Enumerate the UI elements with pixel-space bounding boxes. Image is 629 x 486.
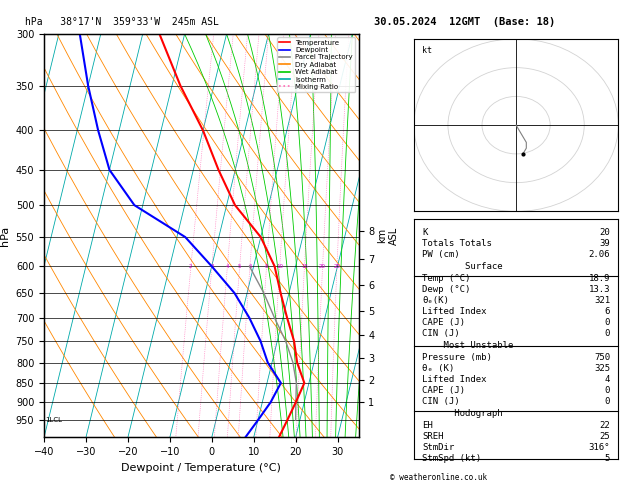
Text: 20: 20 (319, 264, 326, 269)
Text: Lifted Index: Lifted Index (422, 307, 487, 316)
Text: CIN (J): CIN (J) (422, 330, 460, 338)
Text: hPa   38°17'N  359°33'W  245m ASL: hPa 38°17'N 359°33'W 245m ASL (25, 17, 219, 27)
Text: Surface: Surface (422, 262, 503, 271)
Text: 25: 25 (599, 432, 610, 441)
Text: 325: 325 (594, 364, 610, 373)
Text: StmDir: StmDir (422, 443, 454, 451)
Text: 1LCL: 1LCL (45, 417, 62, 423)
Text: PW (cm): PW (cm) (422, 250, 460, 259)
Text: θₑ(K): θₑ(K) (422, 296, 449, 305)
Text: Most Unstable: Most Unstable (422, 341, 513, 350)
Text: Temp (°C): Temp (°C) (422, 274, 470, 283)
Text: CAPE (J): CAPE (J) (422, 386, 465, 395)
Text: 8: 8 (265, 264, 268, 269)
Text: 316°: 316° (589, 443, 610, 451)
Text: 30.05.2024  12GMT  (Base: 18): 30.05.2024 12GMT (Base: 18) (374, 17, 555, 27)
Text: 20: 20 (599, 228, 610, 237)
Text: θₑ (K): θₑ (K) (422, 364, 454, 373)
X-axis label: Dewpoint / Temperature (°C): Dewpoint / Temperature (°C) (121, 463, 281, 473)
Text: 4: 4 (226, 264, 229, 269)
Text: 2.06: 2.06 (589, 250, 610, 259)
Text: 321: 321 (594, 296, 610, 305)
Text: 13.3: 13.3 (589, 285, 610, 294)
Text: CAPE (J): CAPE (J) (422, 318, 465, 327)
Text: 39: 39 (599, 239, 610, 248)
Text: 4: 4 (604, 375, 610, 384)
Text: 0: 0 (604, 330, 610, 338)
Y-axis label: hPa: hPa (0, 226, 10, 246)
Text: 18.9: 18.9 (589, 274, 610, 283)
Text: 0: 0 (604, 386, 610, 395)
Text: 0: 0 (604, 318, 610, 327)
Text: 10: 10 (276, 264, 283, 269)
Text: kt: kt (422, 46, 432, 55)
Text: CIN (J): CIN (J) (422, 397, 460, 406)
Text: K: K (422, 228, 428, 237)
Text: 5: 5 (238, 264, 242, 269)
Text: 5: 5 (604, 454, 610, 463)
Text: Pressure (mb): Pressure (mb) (422, 353, 492, 362)
Text: 2: 2 (189, 264, 192, 269)
Text: SREH: SREH (422, 432, 443, 441)
Text: StmSpd (kt): StmSpd (kt) (422, 454, 481, 463)
Y-axis label: km
ASL: km ASL (377, 226, 399, 245)
Text: Dewp (°C): Dewp (°C) (422, 285, 470, 294)
Text: 6: 6 (248, 264, 252, 269)
Text: Totals Totals: Totals Totals (422, 239, 492, 248)
Text: Lifted Index: Lifted Index (422, 375, 487, 384)
Text: Hodograph: Hodograph (422, 409, 503, 418)
Text: © weatheronline.co.uk: © weatheronline.co.uk (390, 473, 487, 482)
Text: 0: 0 (604, 397, 610, 406)
Text: 22: 22 (599, 420, 610, 430)
Text: 3: 3 (210, 264, 214, 269)
Text: 25: 25 (333, 264, 340, 269)
Text: EH: EH (422, 420, 433, 430)
Text: 750: 750 (594, 353, 610, 362)
Text: 15: 15 (301, 264, 308, 269)
Text: 6: 6 (604, 307, 610, 316)
Legend: Temperature, Dewpoint, Parcel Trajectory, Dry Adiabat, Wet Adiabat, Isotherm, Mi: Temperature, Dewpoint, Parcel Trajectory… (277, 37, 355, 92)
